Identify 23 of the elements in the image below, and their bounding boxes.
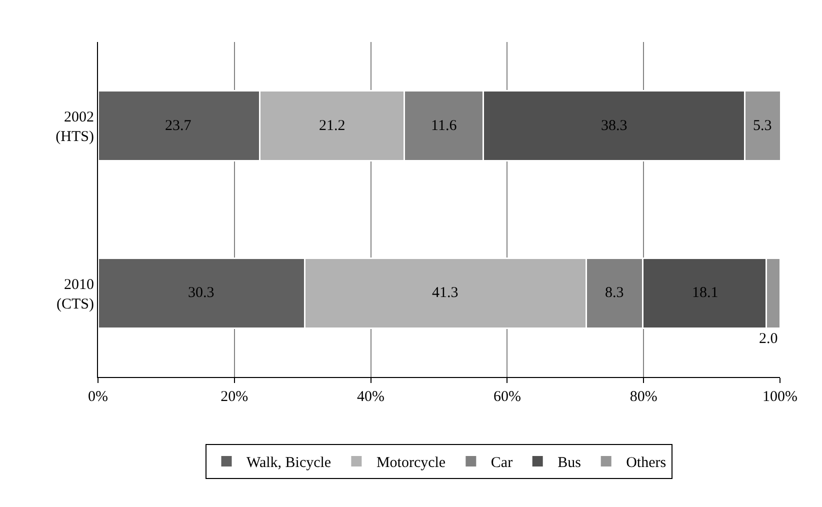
data-label: 8.3 [605,285,624,301]
data-label: 41.3 [432,285,458,301]
data-label: 5.3 [753,118,772,134]
data-label: 2.0 [759,331,778,347]
x-tick-label: 0% [88,389,108,405]
data-label: 38.3 [601,118,628,134]
x-tick-label: 60% [493,389,521,405]
legend-label: Motorcycle [376,455,446,472]
legend-label: Others [626,455,666,472]
x-tick-label: 40% [357,389,385,405]
x-tick-label: 80% [630,389,658,405]
legend-label: Walk, Bicycle [246,455,332,472]
data-label: 30.3 [188,285,214,301]
x-tick-label: 100% [762,389,798,405]
data-label: 21.2 [319,118,346,134]
legend-label: Bus [558,455,582,472]
legend-label: Car [490,455,513,472]
data-label: 23.7 [165,118,192,134]
y-tick-label: 2010 (CTS) [56,276,94,312]
x-tick-label: 20% [220,389,248,405]
data-label: 11.6 [431,118,458,134]
y-tick-label: 2002 (HTS) [56,109,94,145]
data-label: 18.1 [692,285,718,301]
